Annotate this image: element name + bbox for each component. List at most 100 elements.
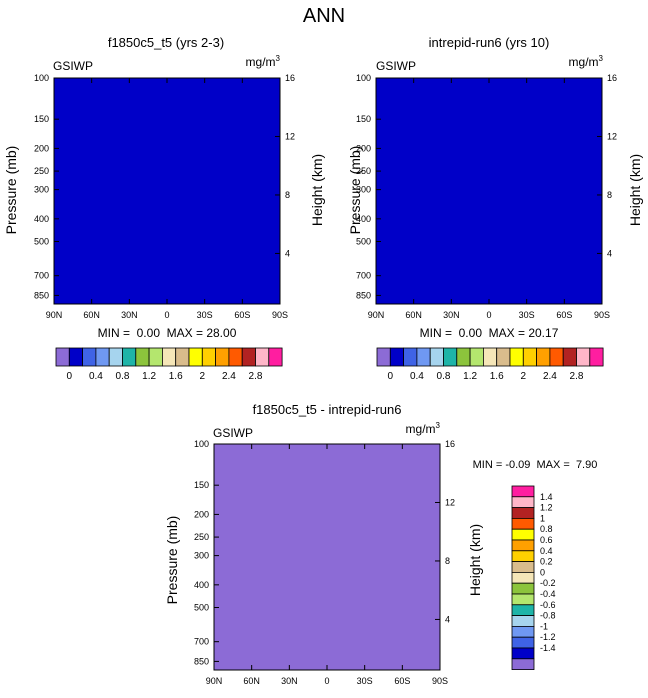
colorbar-label: 0.4 [89,371,103,382]
colorbar-cell [268,347,283,367]
x-tick-label: 60N [405,310,422,320]
colorbar-cell [496,347,511,367]
units-label: mg/m3 [569,54,604,69]
x-tick-label: 30N [443,310,460,320]
y-right-tick-label: 8 [445,556,450,566]
y-tick-label: 250 [194,532,209,542]
y-tick-label: 250 [34,166,49,176]
colorbar-label: 2.8 [570,371,584,382]
colorbar-label: 0.4 [410,371,424,382]
colorbar-cell [511,561,535,573]
x-tick-label: 90S [272,310,288,320]
panel-control: f1850c5_t5 (yrs 2-3) GSIWP mg/m3 Pressur… [3,35,325,382]
units-label: mg/m3 [246,54,281,69]
x-tick-label: 90S [432,676,448,686]
panel-test: intrepid-run6 (yrs 10) GSIWP mg/m3 Press… [347,35,643,382]
colorbar-cell [403,347,418,367]
panel-title: f1850c5_t5 - intrepid-run6 [253,402,402,417]
y-right-tick-label: 4 [607,248,612,258]
colorbar-label: 2.4 [222,371,236,382]
y-right-tick-label: 16 [285,73,295,83]
colorbar-label: 0.4 [540,546,553,556]
colorbar-label: 2 [200,371,206,382]
colorbar-label: 0 [540,567,545,577]
colorbar-cell [148,347,163,367]
colorbar-cell [511,647,535,660]
variable-label: GSIWP [213,426,253,440]
colorbar-cell [456,347,471,367]
colorbar-label: 1.4 [540,492,553,502]
x-tick-label: 60S [556,310,572,320]
y-right-tick-label: 12 [445,497,455,507]
colorbar-cell [122,347,137,367]
y-tick-label: 300 [194,551,209,561]
y-right-tick-label: 8 [607,190,612,200]
y-right-tick-label: 8 [285,190,290,200]
y-tick-label: 150 [194,480,209,490]
y-axis-label: Pressure (mb) [164,516,180,605]
colorbar-cell [228,347,243,367]
y-tick-label: 150 [34,114,49,124]
x-tick-label: 90N [206,676,223,686]
y-right-axis-label: Height (km) [309,154,325,226]
y-tick-label: 500 [356,237,371,247]
colorbar-label: 1.2 [142,371,156,382]
contour-field [214,444,440,670]
colorbar-cell [511,658,535,670]
colorbar-cell [511,636,535,649]
y-tick-label: 100 [34,73,49,83]
x-tick-label: 90N [46,310,63,320]
y-tick-label: 100 [356,73,371,83]
colorbar-label: -1.2 [540,632,556,642]
y-tick-label: 200 [356,143,371,153]
y-tick-label: 250 [356,166,371,176]
x-tick-label: 60N [83,310,100,320]
colorbar-label: 2.4 [543,371,557,382]
colorbar-cell [511,518,535,530]
x-tick-label: 0 [164,310,169,320]
colorbar-cell [82,347,97,367]
colorbar-cell [511,593,535,606]
y-tick-label: 300 [34,185,49,195]
x-tick-label: 30S [357,676,373,686]
colorbar-label: 1.2 [463,371,477,382]
variable-label: GSIWP [53,59,93,73]
x-tick-label: 30S [197,310,213,320]
colorbar-label: 2.8 [249,371,263,382]
colorbar-cell [389,347,404,367]
colorbar-cell [376,347,391,367]
x-tick-label: 30N [281,676,298,686]
colorbar-label: 1 [540,513,545,523]
stats-label: MIN = -0.09 MAX = 7.90 [473,459,598,471]
colorbar-cell [482,347,498,367]
colorbar-cell [522,347,537,367]
y-tick-label: 200 [194,509,209,519]
colorbar-cell [589,347,604,367]
colorbar-label: 1.6 [169,371,183,382]
colorbar-cell [161,347,177,367]
colorbar-label: 0.8 [116,371,130,382]
colorbar-cell [511,626,535,638]
colorbar-cell [576,347,591,367]
contour-field [376,78,602,304]
colorbar-cell [549,347,564,367]
y-tick-label: 700 [34,271,49,281]
panel-difference: f1850c5_t5 - intrepid-run6 GSIWP mg/m3 P… [164,402,597,686]
colorbar-label: 0.6 [540,535,553,545]
colorbar-cell [511,582,535,595]
colorbar-label: 0.2 [540,557,553,567]
colorbar-cell [511,572,535,584]
y-tick-label: 700 [356,271,371,281]
y-axis-label: Pressure (mb) [347,146,363,235]
panel-title: f1850c5_t5 (yrs 2-3) [108,35,224,50]
x-tick-label: 0 [486,310,491,320]
colorbar-cell [241,347,256,367]
colorbar-label: 0 [67,371,73,382]
y-tick-label: 300 [356,185,371,195]
y-right-tick-label: 4 [445,614,450,624]
colorbar-cell [68,347,84,367]
y-axis-label: Pressure (mb) [3,146,19,235]
y-tick-label: 500 [34,237,49,247]
colorbar-cell [429,347,444,367]
